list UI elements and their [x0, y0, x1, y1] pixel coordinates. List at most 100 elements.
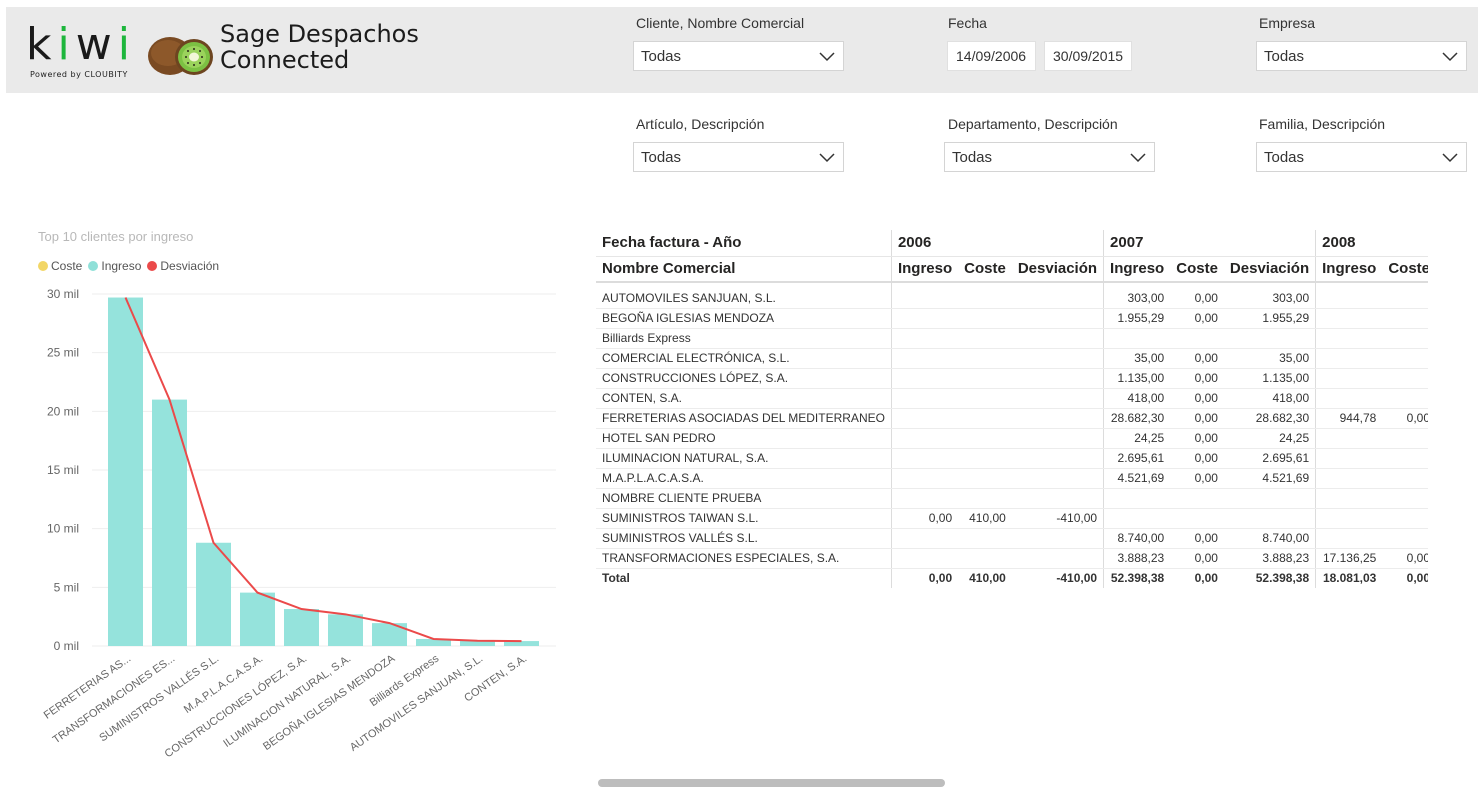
row-label-cell: Billiards Express — [596, 328, 892, 349]
value-cell: 3.888,23 — [1223, 548, 1316, 569]
value-cell — [890, 468, 959, 489]
cliente-dropdown-value: Todas — [641, 48, 682, 65]
empresa-dropdown[interactable]: Todas — [1256, 41, 1467, 71]
value-cell: 52.398,38 — [1103, 568, 1171, 588]
value-cell: 24,25 — [1103, 428, 1171, 449]
bar-ingreso[interactable] — [284, 609, 319, 646]
value-cell: 0,00 — [1194, 571, 1218, 586]
table-total-row[interactable]: Total 0,00 410,00 -410,00 52.398,38 0,00 52.39… — [596, 568, 1428, 588]
value-cell — [958, 328, 1012, 349]
value-cell — [1011, 448, 1104, 469]
departamento-dropdown[interactable]: Todas — [944, 142, 1155, 172]
value-cell — [1011, 328, 1104, 349]
value-cell — [1170, 488, 1224, 509]
horizontal-scrollbar[interactable] — [598, 779, 945, 787]
value-cell — [1011, 528, 1104, 549]
table-row[interactable]: AUTOMOVILES SANJUAN, S.L. 303,00 0,00 303,0… — [596, 288, 1428, 309]
value-cell: 410,00 — [969, 571, 1006, 586]
header-coste[interactable]: Coste — [1170, 256, 1224, 283]
value-cell: 0,00 — [1382, 408, 1428, 429]
legend-item-desviacion[interactable]: Desviación — [147, 259, 219, 273]
value-cell: 8.740,00 — [1223, 528, 1316, 549]
value-cell — [890, 328, 959, 349]
bar-ingreso[interactable] — [328, 614, 363, 646]
legend-item-ingreso[interactable]: Ingreso — [88, 259, 141, 273]
bar-ingreso[interactable] — [196, 542, 231, 646]
table-row[interactable]: TRANSFORMACIONES ESPECIALES, S.A. 3.888,2… — [596, 548, 1428, 569]
table-row[interactable]: BEGOÑA IGLESIAS MENDOZA 1.955,29 0,00 1.955… — [596, 308, 1428, 329]
value-cell: -410,00 — [1011, 508, 1104, 529]
value-cell: 1.135,00 — [1103, 368, 1171, 389]
value-cell — [890, 348, 959, 369]
value-cell — [1315, 288, 1383, 309]
value-cell — [1103, 488, 1171, 509]
table-row[interactable]: CONSTRUCCIONES LÓPEZ, S.A. 1.135,00 0,00 1.… — [596, 368, 1428, 389]
table-cell — [890, 282, 959, 288]
articulo-dropdown[interactable]: Todas — [633, 142, 844, 172]
table-row[interactable]: SUMINISTROS TAIWAN S.L. 0,00 410,00 -410,00 — [596, 508, 1428, 529]
header-year-2008[interactable]: 2008 — [1315, 230, 1428, 257]
table-row[interactable]: SUMINISTROS VALLÉS S.L. 8.740,00 0,00 8.740… — [596, 528, 1428, 549]
header-nombre-comercial[interactable]: Nombre Comercial — [596, 256, 892, 283]
matrix-table: Fecha factura - Año 2006 2007 2008 Nombr… — [596, 230, 1428, 588]
value-cell: 8.740,00 — [1103, 528, 1171, 549]
bar-ingreso[interactable] — [372, 623, 407, 646]
value-cell: 410,00 — [958, 508, 1012, 529]
bar-ingreso[interactable] — [504, 641, 539, 646]
familia-filter-label: Familia, Descripción — [1259, 116, 1386, 132]
familia-dropdown[interactable]: Todas — [1256, 142, 1467, 172]
table-row[interactable]: NOMBRE CLIENTE PRUEBA — [596, 488, 1428, 509]
table-row[interactable]: COMERCIAL ELECTRÓNICA, S.L. 35,00 0,00 35,0… — [596, 348, 1428, 369]
y-tick-label: 15 mil — [47, 463, 79, 477]
row-label-cell: Total — [602, 571, 630, 586]
table-row[interactable]: FERRETERIAS ASOCIADAS DEL MEDITERRANEO 28… — [596, 408, 1428, 429]
header-coste[interactable]: Coste — [958, 256, 1012, 283]
y-tick-label: 30 mil — [47, 287, 79, 301]
header-band: kiwi Powered by CLOUBITY Sage Despachos … — [6, 7, 1478, 93]
value-cell: 35,00 — [1103, 348, 1171, 369]
bar-ingreso[interactable] — [416, 638, 451, 646]
cliente-dropdown[interactable]: Todas — [633, 41, 844, 71]
fecha-start-input[interactable]: 14/09/2006 — [947, 41, 1036, 71]
value-cell — [1170, 328, 1224, 349]
value-cell — [958, 488, 1012, 509]
header-coste[interactable]: Coste — [1382, 256, 1428, 283]
value-cell — [1382, 448, 1428, 469]
header-year-2006[interactable]: 2006 — [890, 230, 1104, 257]
value-cell: 2.695,61 — [1103, 448, 1171, 469]
header-fecha-factura[interactable]: Fecha factura - Año — [596, 230, 892, 257]
value-cell — [1011, 348, 1104, 369]
header-desviacion[interactable]: Desviación — [1011, 256, 1104, 283]
header-desviacion[interactable]: Desviación — [1223, 256, 1316, 283]
fecha-end-input[interactable]: 30/09/2015 — [1044, 41, 1132, 71]
table-row[interactable]: Billiards Express — [596, 328, 1428, 349]
header-ingreso[interactable]: Ingreso — [890, 256, 959, 283]
legend-item-coste[interactable]: Coste — [38, 259, 82, 273]
value-cell — [890, 308, 959, 329]
bar-ingreso[interactable] — [108, 297, 143, 646]
value-cell — [1011, 368, 1104, 389]
value-cell: 0,00 — [1170, 528, 1224, 549]
value-cell — [958, 448, 1012, 469]
app-title: Sage Despachos Connected — [220, 20, 419, 74]
value-cell — [1382, 488, 1428, 509]
value-cell — [1011, 428, 1104, 449]
value-cell: 0,00 — [1170, 468, 1224, 489]
value-cell: 944,78 — [1315, 408, 1383, 429]
y-tick-label: 0 mil — [54, 639, 79, 653]
y-tick-label: 20 mil — [47, 404, 79, 418]
value-cell: 1.955,29 — [1103, 308, 1171, 329]
table-row[interactable]: CONTEN, S.A. 418,00 0,00 418,00 — [596, 388, 1428, 409]
header-ingreso[interactable]: Ingreso — [1315, 256, 1383, 283]
value-cell: 0,00 — [890, 508, 959, 529]
bar-ingreso[interactable] — [460, 640, 495, 646]
table-row[interactable]: ILUMINACION NATURAL, S.A. 2.695,61 0,00 2.6… — [596, 448, 1428, 469]
value-cell — [958, 468, 1012, 489]
header-year-2007[interactable]: 2007 — [1103, 230, 1316, 257]
bar-ingreso[interactable] — [240, 592, 275, 646]
value-cell: 35,00 — [1223, 348, 1316, 369]
table-row[interactable]: M.A.P.L.A.C.A.S.A. 4.521,69 0,00 4.521,69 — [596, 468, 1428, 489]
header-ingreso[interactable]: Ingreso — [1103, 256, 1171, 283]
table-row[interactable]: HOTEL SAN PEDRO 24,25 0,00 24,25 — [596, 428, 1428, 449]
chart-title: Top 10 clientes por ingreso — [38, 229, 194, 244]
